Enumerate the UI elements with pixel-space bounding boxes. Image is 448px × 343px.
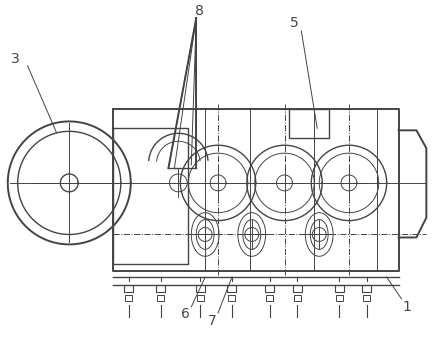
Bar — [363, 295, 370, 301]
Bar — [265, 285, 274, 292]
Text: 5: 5 — [290, 16, 299, 30]
Bar — [294, 295, 301, 301]
Bar — [157, 295, 164, 301]
Bar — [124, 285, 133, 292]
Bar — [293, 285, 302, 292]
Bar — [336, 295, 343, 301]
Bar — [156, 285, 165, 292]
Bar — [266, 295, 273, 301]
Text: 3: 3 — [11, 52, 20, 66]
Text: 6: 6 — [181, 307, 190, 321]
Bar — [362, 285, 371, 292]
Text: 8: 8 — [195, 4, 204, 18]
Bar — [228, 295, 235, 301]
Bar — [125, 295, 132, 301]
Bar — [228, 285, 237, 292]
Text: 7: 7 — [208, 314, 216, 328]
Bar — [197, 295, 204, 301]
Bar — [196, 285, 205, 292]
Text: 1: 1 — [402, 300, 411, 314]
Bar — [335, 285, 344, 292]
